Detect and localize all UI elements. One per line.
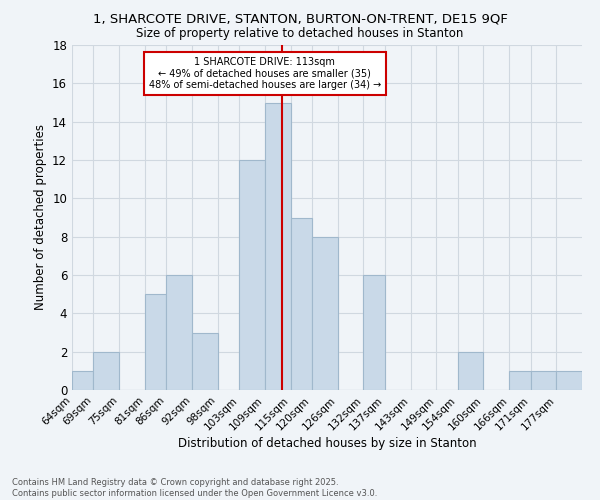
Bar (265, 102, 290, 390)
Bar (145, 294, 166, 390)
Bar (312, 236, 338, 390)
Bar (72, 371, 94, 390)
Bar (290, 218, 312, 390)
Bar (239, 160, 265, 390)
Bar (364, 275, 385, 390)
Text: 1, SHARCOTE DRIVE, STANTON, BURTON-ON-TRENT, DE15 9QF: 1, SHARCOTE DRIVE, STANTON, BURTON-ON-TR… (92, 12, 508, 26)
Y-axis label: Number of detached properties: Number of detached properties (34, 124, 47, 310)
Bar (192, 332, 218, 390)
Bar (556, 371, 582, 390)
Bar (166, 275, 192, 390)
Bar (94, 352, 119, 390)
Bar (458, 352, 484, 390)
Text: 1 SHARCOTE DRIVE: 113sqm
← 49% of detached houses are smaller (35)
48% of semi-d: 1 SHARCOTE DRIVE: 113sqm ← 49% of detach… (149, 56, 381, 90)
Bar (509, 371, 530, 390)
X-axis label: Distribution of detached houses by size in Stanton: Distribution of detached houses by size … (178, 438, 476, 450)
Bar (530, 371, 556, 390)
Text: Size of property relative to detached houses in Stanton: Size of property relative to detached ho… (136, 28, 464, 40)
Text: Contains HM Land Registry data © Crown copyright and database right 2025.
Contai: Contains HM Land Registry data © Crown c… (12, 478, 377, 498)
